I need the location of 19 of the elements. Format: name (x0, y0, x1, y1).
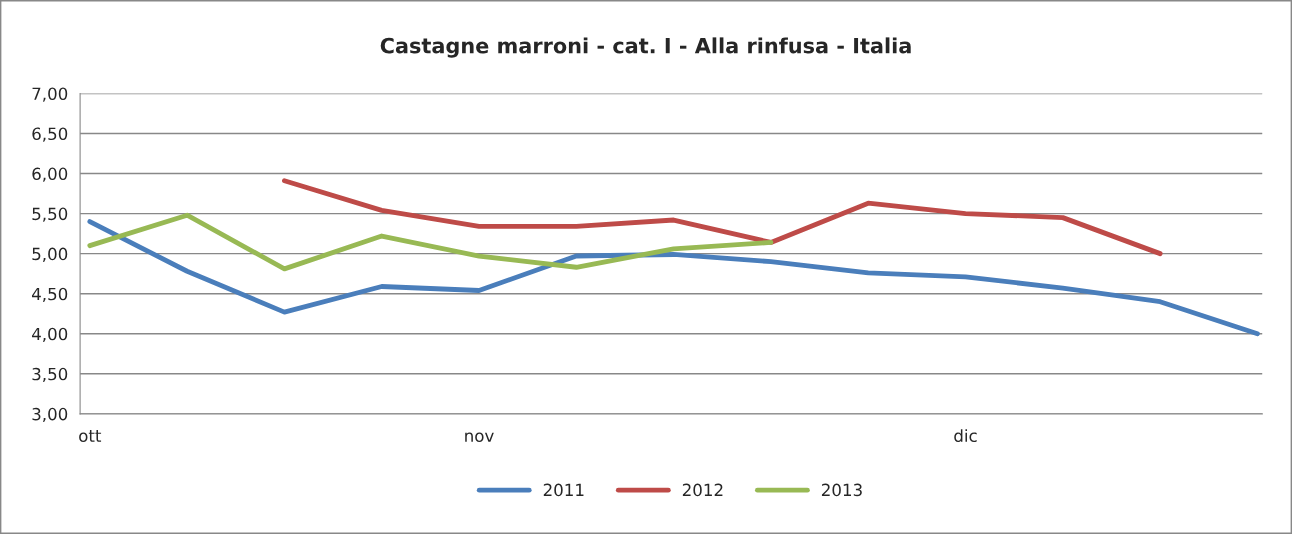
x-tick-label: ott (79, 430, 102, 443)
legend-label: 2011 (543, 483, 584, 497)
y-tick-label: 7,00 (32, 87, 68, 102)
legend-label: 2012 (682, 483, 723, 497)
y-tick-label: 4,50 (32, 287, 68, 302)
legend-label: 2013 (821, 483, 862, 497)
line-series (282, 178, 1163, 257)
y-tick-label: 4,00 (32, 327, 68, 343)
y-tick-label: 5,00 (32, 247, 68, 262)
y-tick-label: 3,50 (32, 367, 68, 383)
x-tick-label: nov (465, 432, 494, 443)
line-series (87, 219, 1260, 337)
chart-title: Castagne marroni - cat. I - Alla rinfusa - Italia (380, 37, 911, 58)
line-series (87, 212, 774, 272)
y-tick-label: 6,50 (32, 127, 68, 142)
y-tick-label: 3,00 (32, 407, 68, 423)
y-tick-label: 6,00 (32, 167, 68, 182)
y-tick-label: 5,50 (32, 207, 68, 222)
x-tick-label: dic (954, 429, 977, 443)
